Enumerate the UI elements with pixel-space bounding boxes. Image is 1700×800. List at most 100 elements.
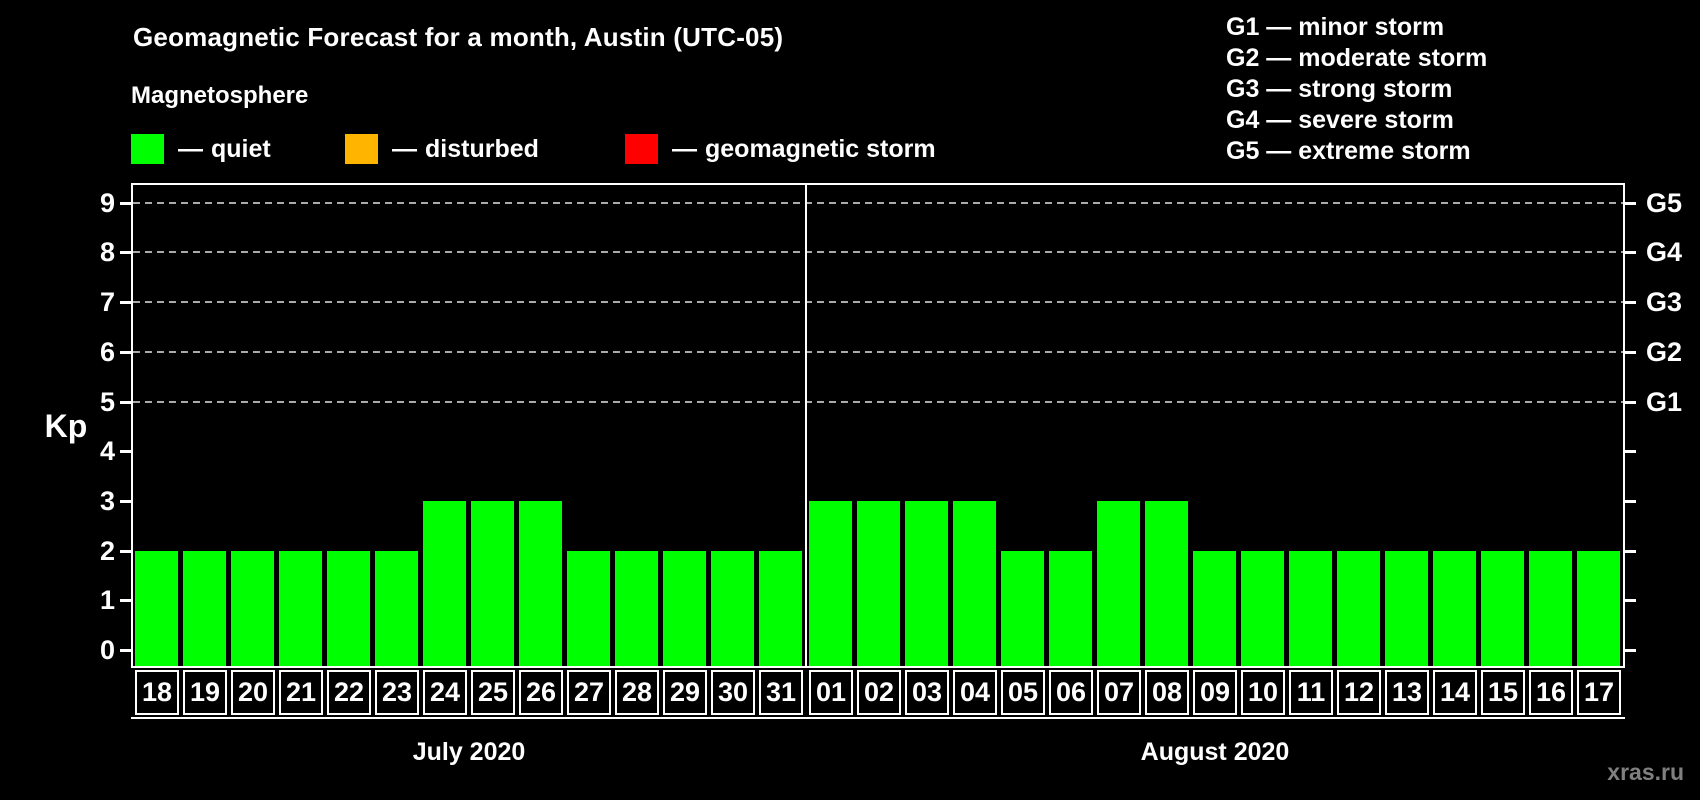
gridline-kp6 — [133, 351, 1623, 353]
date-cell: 11 — [1289, 670, 1333, 715]
legend-dash: — — [392, 134, 417, 163]
day-slot-24 — [421, 185, 469, 666]
legend-item-disturbed: — disturbed — [345, 133, 539, 165]
left-axis-tick — [120, 450, 131, 453]
right-axis-tick — [1625, 649, 1636, 652]
date-cell: 03 — [905, 670, 949, 715]
legend-item-label: disturbed — [425, 134, 539, 163]
kp-bar — [1337, 551, 1380, 666]
x-axis-month-section: 18 19 20 21 22 23 24 25 26 27 28 29 30 31 July 2020 — [133, 670, 805, 767]
gridline-kp9 — [133, 202, 1623, 204]
month-separator-line — [805, 185, 807, 666]
kp-bar — [327, 551, 370, 666]
y-axis-tick-label: 1 — [99, 585, 115, 615]
g-scale-item: G1 — minor storm — [1226, 13, 1445, 41]
right-axis-tick — [1625, 550, 1636, 553]
g-scale-item: G5 — extreme storm — [1226, 137, 1471, 165]
kp-bar — [279, 551, 322, 666]
date-cell: 30 — [711, 670, 755, 715]
right-axis-tick — [1625, 351, 1636, 354]
date-cell: 29 — [663, 670, 707, 715]
date-cell: 24 — [423, 670, 467, 715]
left-axis-tick — [120, 351, 131, 354]
day-slot-11 — [1287, 185, 1335, 666]
month-label: July 2020 — [412, 738, 526, 766]
y-axis-tick-label: 8 — [99, 237, 115, 267]
right-axis-tick — [1625, 251, 1636, 254]
day-slot-19 — [181, 185, 229, 666]
date-cell: 25 — [471, 670, 515, 715]
right-axis-tick — [1625, 599, 1636, 602]
date-cell: 09 — [1193, 670, 1237, 715]
left-axis-tick — [120, 202, 131, 205]
g-axis-label-G5: G5 — [1646, 188, 1683, 218]
left-axis-tick — [120, 550, 131, 553]
month-section-bars — [807, 185, 1623, 666]
month-label: August 2020 — [1140, 738, 1290, 766]
day-slot-15 — [1479, 185, 1527, 666]
kp-bar — [1577, 551, 1620, 666]
kp-bar — [953, 501, 996, 666]
legend-item-quiet: — quiet — [131, 133, 271, 165]
kp-bar — [711, 551, 754, 666]
day-slot-22 — [325, 185, 373, 666]
day-slot-31 — [757, 185, 805, 666]
left-axis-tick — [120, 251, 131, 254]
date-cell: 31 — [759, 670, 803, 715]
date-cell: 05 — [1001, 670, 1045, 715]
g-axis-label-G3: G3 — [1646, 287, 1683, 317]
date-cell: 18 — [135, 670, 179, 715]
y-axis-tick-label: 0 — [99, 635, 115, 665]
date-cell: 28 — [615, 670, 659, 715]
legend-swatch-icon — [625, 134, 658, 164]
g-scale-legend: G1 — minor storm G2 — moderate storm G3 — … — [1226, 12, 1487, 167]
legend-item-label: quiet — [211, 134, 271, 163]
kp-bar — [231, 551, 274, 666]
day-slot-03 — [903, 185, 951, 666]
kp-bar — [1481, 551, 1524, 666]
date-cell: 12 — [1337, 670, 1381, 715]
day-slot-02 — [855, 185, 903, 666]
day-slot-10 — [1239, 185, 1287, 666]
day-slot-07 — [1095, 185, 1143, 666]
kp-bar — [809, 501, 852, 666]
watermark: xras.ru — [1607, 759, 1684, 785]
date-cell: 21 — [279, 670, 323, 715]
gridline-kp8 — [133, 251, 1623, 253]
y-axis-title: Kp — [44, 408, 88, 444]
date-cell: 04 — [953, 670, 997, 715]
date-cell: 20 — [231, 670, 275, 715]
day-slot-25 — [469, 185, 517, 666]
left-axis-tick — [120, 500, 131, 503]
date-cell: 15 — [1481, 670, 1525, 715]
kp-bar — [1145, 501, 1188, 666]
day-slot-06 — [1047, 185, 1095, 666]
kp-bar — [135, 551, 178, 666]
kp-bar — [1289, 551, 1332, 666]
x-axis-baseline — [131, 717, 1625, 719]
legend-item-geomagnetic-storm: — geomagnetic storm — [625, 133, 936, 165]
date-cell: 02 — [857, 670, 901, 715]
right-axis-tick — [1625, 401, 1636, 404]
kp-bar — [1001, 551, 1044, 666]
magnetosphere-label: Magnetosphere — [131, 82, 309, 109]
day-slot-08 — [1143, 185, 1191, 666]
kp-bar — [183, 551, 226, 666]
x-axis-month-section: 01 02 03 04 05 06 07 08 09 10 11 12 13 14 15 16 17 August… — [807, 670, 1623, 767]
kp-bar — [1433, 551, 1476, 666]
kp-bar — [615, 551, 658, 666]
kp-bar — [1529, 551, 1572, 666]
bars-area — [133, 185, 1623, 666]
day-slot-05 — [999, 185, 1047, 666]
kp-bar — [375, 551, 418, 666]
day-slot-12 — [1335, 185, 1383, 666]
y-axis-tick-label: 5 — [99, 387, 115, 417]
kp-bar — [423, 501, 466, 666]
chart-title: Geomagnetic Forecast for a month, Austin… — [133, 22, 784, 52]
date-cell: 23 — [375, 670, 419, 715]
day-slot-20 — [229, 185, 277, 666]
day-slot-21 — [277, 185, 325, 666]
g-scale-item: G3 — strong storm — [1226, 75, 1453, 103]
day-slot-29 — [661, 185, 709, 666]
date-cell: 22 — [327, 670, 371, 715]
